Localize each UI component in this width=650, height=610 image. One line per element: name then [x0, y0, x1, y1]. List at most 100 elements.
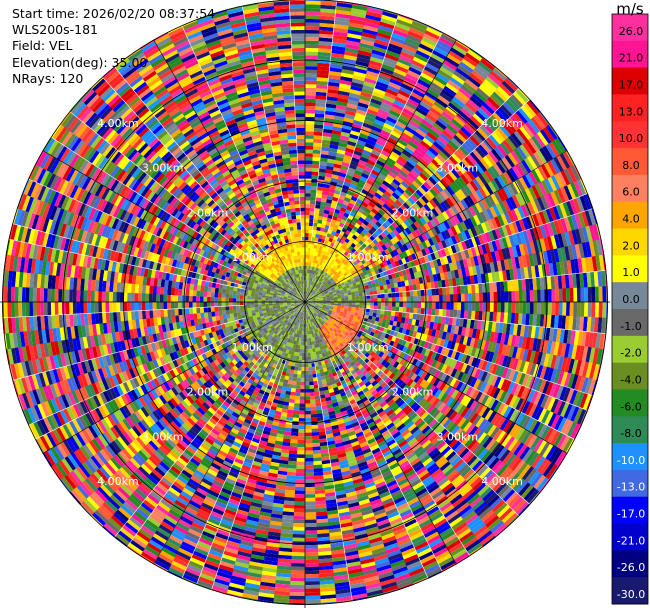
- gate: [313, 219, 319, 224]
- gate: [306, 287, 308, 292]
- gate: [362, 149, 372, 157]
- gate: [316, 88, 328, 93]
- gate: [305, 204, 311, 208]
- gate: [309, 388, 315, 393]
- gate: [313, 146, 322, 151]
- gate: [428, 302, 433, 309]
- gate: [315, 200, 322, 206]
- gate: [346, 170, 355, 177]
- gate: [326, 256, 331, 262]
- gate: [333, 163, 342, 169]
- gate: [368, 60, 383, 68]
- gate: [305, 207, 311, 212]
- gate: [334, 189, 342, 195]
- gate: [366, 302, 371, 306]
- gate: [529, 302, 534, 315]
- gate: [367, 159, 377, 167]
- gate: [569, 302, 574, 317]
- gate: [376, 112, 389, 120]
- gate: [352, 119, 364, 126]
- gate: [405, 73, 420, 83]
- gate: [331, 215, 338, 221]
- gate: [522, 302, 527, 314]
- gate: [314, 211, 320, 216]
- gate: [309, 255, 313, 259]
- gate: [314, 117, 325, 122]
- gate: [310, 281, 313, 286]
- gate: [359, 95, 372, 102]
- gate: [308, 367, 313, 371]
- gate: [361, 125, 372, 133]
- gate: [352, 123, 363, 130]
- gate: [354, 169, 363, 177]
- gate: [410, 296, 414, 303]
- gate: [323, 213, 329, 218]
- gate: [305, 58, 319, 63]
- gate: [368, 101, 381, 109]
- gate: [384, 119, 396, 128]
- gate: [305, 76, 318, 81]
- gate: [326, 96, 338, 102]
- gate: [320, 201, 327, 207]
- gate: [439, 302, 443, 310]
- gate: [305, 196, 311, 201]
- gate: [327, 191, 335, 197]
- gate: [335, 9, 352, 16]
- gate: [312, 270, 316, 275]
- gate: [311, 175, 319, 180]
- gate: [598, 302, 603, 319]
- gate: [319, 157, 328, 163]
- gate: [305, 280, 308, 284]
- gate: [456, 285, 461, 295]
- gate: [306, 295, 308, 299]
- gate: [402, 44, 418, 54]
- gate: [347, 29, 363, 36]
- gate: [413, 307, 418, 314]
- gate: [320, 227, 325, 232]
- gate: [320, 12, 336, 17]
- gate: [311, 259, 315, 263]
- gate: [439, 294, 443, 303]
- gate: [310, 410, 317, 415]
- gate: [373, 42, 389, 51]
- gate: [362, 84, 375, 92]
- gate: [431, 295, 436, 303]
- gate: [363, 25, 379, 33]
- gate: [353, 71, 367, 78]
- gate: [314, 208, 320, 213]
- gate: [305, 18, 321, 23]
- gate: [360, 152, 371, 160]
- gate: [332, 126, 343, 132]
- gate: [316, 276, 320, 280]
- gate: [334, 220, 341, 226]
- gate: [401, 83, 415, 92]
- gate: [395, 302, 400, 308]
- gate: [337, 213, 344, 220]
- gate: [368, 156, 378, 164]
- gate: [371, 49, 387, 57]
- gate: [310, 406, 317, 411]
- gate: [324, 176, 332, 182]
- gate: [331, 200, 338, 206]
- gate: [562, 288, 567, 303]
- gate: [403, 41, 420, 51]
- gate: [339, 79, 353, 86]
- gate: [333, 193, 340, 199]
- gate: [330, 203, 337, 209]
- gate: [330, 177, 339, 183]
- gate: [446, 302, 451, 310]
- gate: [319, 208, 325, 214]
- gate: [310, 285, 314, 290]
- gate: [355, 109, 368, 116]
- gate: [308, 374, 313, 379]
- gate: [376, 32, 392, 40]
- gate: [339, 135, 350, 141]
- gate: [305, 211, 310, 215]
- gate: [319, 161, 328, 166]
- gate: [313, 142, 322, 147]
- gate: [345, 174, 354, 181]
- gate: [314, 237, 319, 242]
- gate: [339, 168, 348, 175]
- gate: [344, 304, 349, 307]
- gate: [306, 265, 309, 270]
